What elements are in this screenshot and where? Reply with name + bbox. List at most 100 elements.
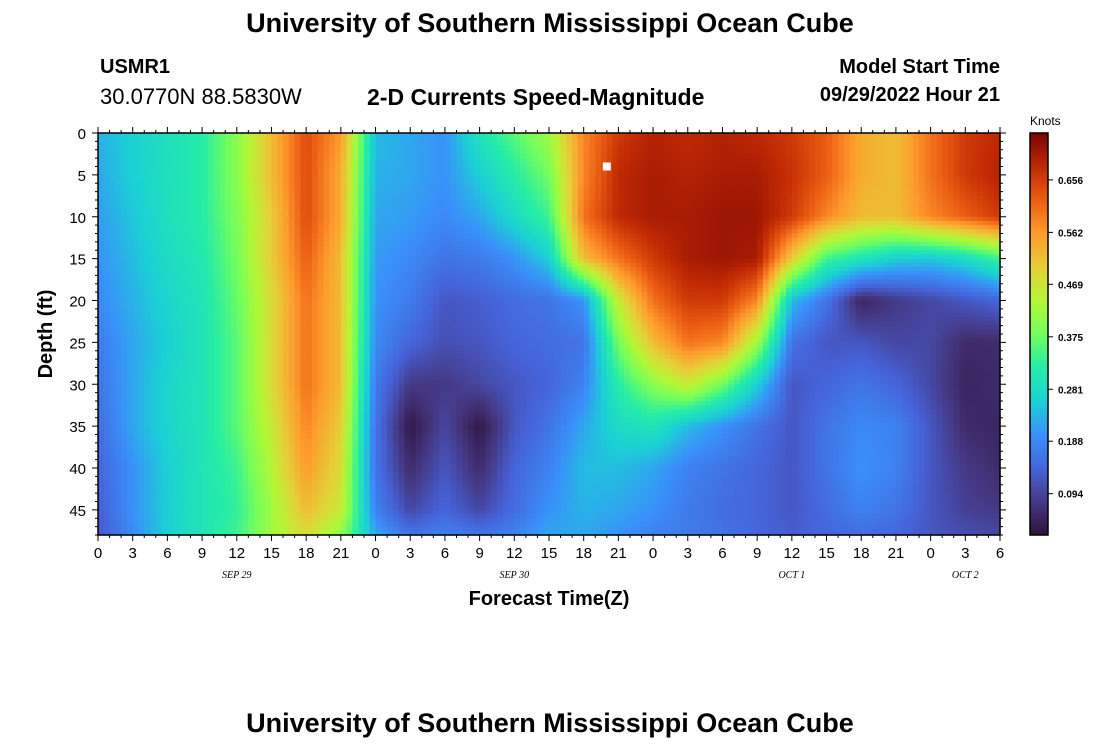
heatmap-cell	[635, 200, 643, 205]
heatmap-cell	[739, 246, 747, 251]
heatmap-cell	[369, 200, 377, 205]
heatmap-cell	[820, 166, 828, 172]
heatmap-cell	[121, 262, 128, 268]
heatmap-cell	[728, 158, 735, 163]
heatmap-cell	[196, 141, 203, 147]
heatmap-cell	[346, 254, 354, 260]
heatmap-cell	[699, 133, 706, 138]
heatmap-cell	[693, 246, 700, 251]
heatmap-cell	[150, 220, 157, 226]
heatmap-cell	[930, 166, 937, 172]
heatmap-cell	[219, 141, 226, 147]
heatmap-cell	[768, 195, 776, 201]
heatmap-cell	[618, 216, 625, 222]
heatmap-cell	[421, 149, 429, 155]
heatmap-cell	[265, 237, 273, 243]
heatmap-cell	[936, 204, 943, 209]
heatmap-cell	[797, 254, 805, 260]
heatmap-cell	[988, 241, 995, 247]
heatmap-cell	[601, 183, 608, 189]
heatmap-cell	[537, 149, 544, 155]
heatmap-cell	[942, 237, 949, 243]
heatmap-cell	[907, 133, 914, 138]
heatmap-cell	[867, 145, 874, 151]
heatmap-cell	[768, 187, 776, 193]
heatmap-cell	[254, 262, 261, 268]
heatmap-cell	[410, 195, 417, 201]
heatmap-cell	[670, 254, 677, 260]
heatmap-cell	[826, 233, 833, 239]
heatmap-cell	[433, 246, 440, 251]
heatmap-cell	[728, 141, 735, 147]
heatmap-cell	[508, 212, 515, 218]
heatmap-cell	[126, 229, 134, 235]
heatmap-cell	[936, 254, 943, 260]
heatmap-cell	[705, 162, 712, 168]
heatmap-cell	[213, 241, 221, 247]
heatmap-cell	[369, 262, 377, 268]
heatmap-cell	[173, 237, 180, 243]
heatmap-cell	[144, 204, 151, 209]
heatmap-cell	[277, 250, 284, 256]
heatmap-cell	[525, 237, 533, 243]
heatmap-cell	[352, 149, 359, 155]
heatmap-cell	[306, 200, 313, 205]
heatmap-cell	[427, 137, 434, 142]
heatmap-cell	[699, 225, 706, 230]
heatmap-cell	[369, 145, 377, 151]
heatmap-cell	[762, 262, 770, 268]
heatmap-cell	[525, 158, 533, 163]
heatmap-cell	[803, 191, 810, 197]
heatmap-cell	[739, 187, 747, 193]
heatmap-cell	[653, 225, 660, 230]
heatmap-cell	[681, 237, 689, 243]
heatmap-cell	[814, 174, 822, 180]
heatmap-cell	[647, 149, 654, 155]
heatmap-cell	[410, 166, 417, 172]
heatmap-cell	[242, 166, 249, 172]
heatmap-cell	[832, 158, 839, 163]
heatmap-cell	[843, 262, 851, 268]
heatmap-cell	[288, 166, 296, 172]
heatmap-cell	[867, 200, 874, 205]
heatmap-cell	[375, 237, 382, 243]
heatmap-cell	[207, 187, 215, 193]
heatmap-cell	[300, 200, 307, 205]
heatmap-cell	[658, 141, 666, 147]
heatmap-cell	[184, 216, 192, 222]
heatmap-cell	[479, 149, 486, 155]
heatmap-cell	[109, 254, 116, 260]
heatmap-cell	[595, 246, 602, 251]
heatmap-cell	[814, 204, 822, 209]
heatmap-cell	[352, 220, 359, 226]
heatmap-cell	[919, 149, 926, 155]
heatmap-cell	[976, 258, 984, 264]
heatmap-cell	[259, 158, 267, 163]
heatmap-cell	[508, 229, 515, 235]
heatmap-cell	[838, 153, 845, 159]
heatmap-cell	[814, 220, 822, 226]
heatmap-cell	[681, 145, 689, 151]
heatmap-cell	[167, 179, 174, 184]
heatmap-cell	[387, 237, 394, 243]
heatmap-cell	[705, 208, 712, 214]
heatmap-cell	[502, 179, 510, 184]
heatmap-cell	[271, 149, 278, 155]
heatmap-cell	[728, 170, 735, 176]
heatmap-cell	[867, 262, 874, 268]
heatmap-cell	[722, 212, 729, 218]
heatmap-cell	[780, 229, 787, 235]
heatmap-cell	[872, 137, 880, 142]
heatmap-cell	[248, 187, 255, 193]
heatmap-cell	[624, 174, 631, 180]
heatmap-cell	[456, 133, 463, 138]
heatmap-cell	[514, 208, 521, 214]
heatmap-cell	[618, 141, 625, 147]
heatmap-cell	[109, 216, 116, 222]
heatmap-cell	[392, 162, 400, 168]
heatmap-cell	[907, 229, 914, 235]
heatmap-cell	[884, 174, 891, 180]
heatmap-cell	[543, 191, 550, 197]
heatmap-cell	[988, 225, 995, 230]
heatmap-cell	[219, 183, 226, 189]
